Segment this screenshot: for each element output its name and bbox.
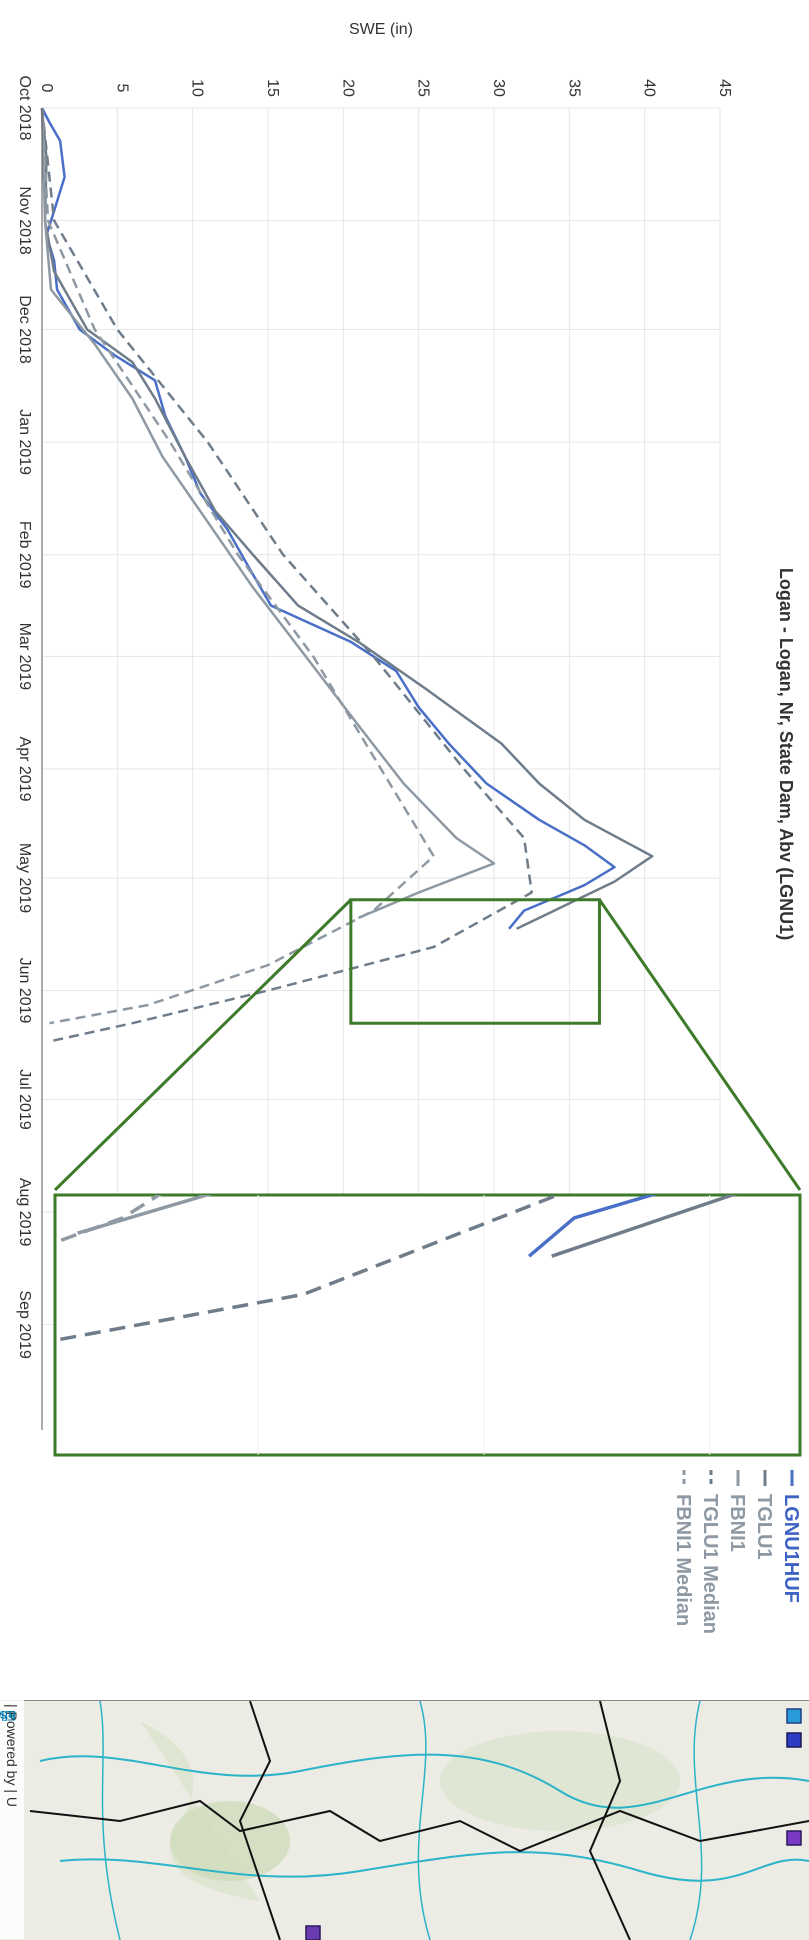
y-tick-label: 40 bbox=[641, 79, 658, 97]
zoom-connector bbox=[53, 898, 352, 1192]
y-tick-label: 15 bbox=[264, 79, 281, 97]
series-line-tglu1[interactable] bbox=[40, 107, 654, 930]
map-attribution[interactable]: aflet | Powered by Esri | U bbox=[0, 1700, 24, 1939]
zoom-inset bbox=[53, 1193, 802, 1457]
x-tick-label: Jan 2019 bbox=[16, 409, 33, 475]
legend-item[interactable]: TGLU1 Median bbox=[699, 1470, 721, 1634]
y-tick-label: 0 bbox=[38, 84, 55, 93]
chart-ticks: 0 5 10 15 20 25 30 35 40 45 Oct 2018 Nov 2018 Dec 20… bbox=[16, 76, 733, 1430]
legend-item[interactable]: FBNI1 bbox=[726, 1470, 748, 1552]
x-tick-label: Sep 2019 bbox=[16, 1290, 33, 1359]
legend-label: FBNI1 bbox=[726, 1494, 748, 1552]
y-tick-label: 20 bbox=[339, 79, 356, 97]
series-line-lgnu1huf[interactable] bbox=[40, 107, 616, 930]
zoom-callout bbox=[53, 898, 802, 1457]
x-tick-label: Jun 2019 bbox=[16, 958, 33, 1024]
series-line-fbni1[interactable] bbox=[40, 107, 496, 920]
zoom-series bbox=[55, 1195, 738, 1455]
legend-label: LGNU1HUF bbox=[780, 1494, 802, 1603]
x-tick-label: Apr 2019 bbox=[16, 737, 33, 802]
legend-item[interactable]: FBNI1 Median bbox=[672, 1470, 694, 1626]
station-marker[interactable] bbox=[786, 1732, 802, 1748]
x-tick-label: Oct 2018 bbox=[16, 76, 33, 141]
swe-chart: 0 5 10 15 20 25 30 35 40 45 Oct 2018 Nov 2018 Dec 20… bbox=[16, 21, 802, 1634]
station-marker[interactable] bbox=[305, 1925, 321, 1940]
x-tick-label: Aug 2019 bbox=[16, 1178, 33, 1247]
legend-item[interactable]: TGLU1 bbox=[753, 1470, 775, 1560]
y-tick-label: 25 bbox=[415, 79, 432, 97]
map-panel[interactable] bbox=[0, 1700, 809, 1940]
x-tick-label: Feb 2019 bbox=[16, 521, 33, 589]
y-axis-title: SWE (in) bbox=[349, 21, 413, 38]
legend-label: TGLU1 Median bbox=[699, 1494, 721, 1634]
station-marker[interactable] bbox=[786, 1708, 802, 1724]
map-basemap[interactable] bbox=[0, 1701, 809, 1940]
x-tick-label: Mar 2019 bbox=[16, 623, 33, 691]
y-tick-label: 30 bbox=[490, 79, 507, 97]
zoom-source-box bbox=[349, 898, 601, 1025]
x-tick-label: Dec 2018 bbox=[16, 295, 33, 364]
x-tick-label: Nov 2018 bbox=[16, 186, 33, 255]
zoom-connector bbox=[598, 898, 802, 1191]
y-tick-label: 35 bbox=[565, 79, 582, 97]
chart-title: Logan - Logan, Nr, State Dam, Abv (LGNU1… bbox=[776, 568, 796, 940]
y-tick-label: 10 bbox=[189, 79, 206, 97]
x-tick-label: May 2019 bbox=[16, 843, 33, 913]
series-line-fbni1-median[interactable] bbox=[40, 107, 435, 1025]
legend-label: TGLU1 bbox=[753, 1494, 775, 1560]
legend-label: FBNI1 Median bbox=[672, 1494, 694, 1626]
x-tick-label: Jul 2019 bbox=[16, 1069, 33, 1130]
station-marker[interactable] bbox=[786, 1830, 802, 1846]
y-tick-label: 5 bbox=[113, 84, 130, 93]
legend-item[interactable]: LGNU1HUF bbox=[780, 1470, 802, 1603]
chart-series bbox=[40, 107, 654, 1043]
y-tick-label: 45 bbox=[716, 79, 733, 97]
